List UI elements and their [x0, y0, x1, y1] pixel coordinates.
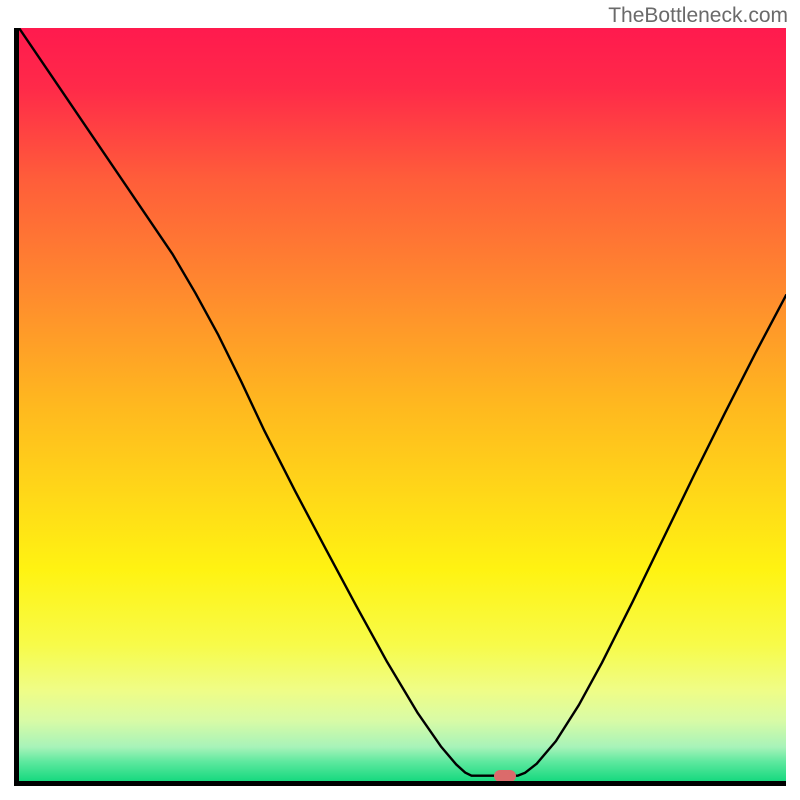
watermark-text: TheBottleneck.com	[608, 4, 788, 28]
optimum-marker	[494, 770, 516, 781]
bottleneck-curve	[19, 28, 786, 781]
plot-area	[19, 28, 786, 781]
bottleneck-chart: TheBottleneck.com	[0, 0, 800, 800]
